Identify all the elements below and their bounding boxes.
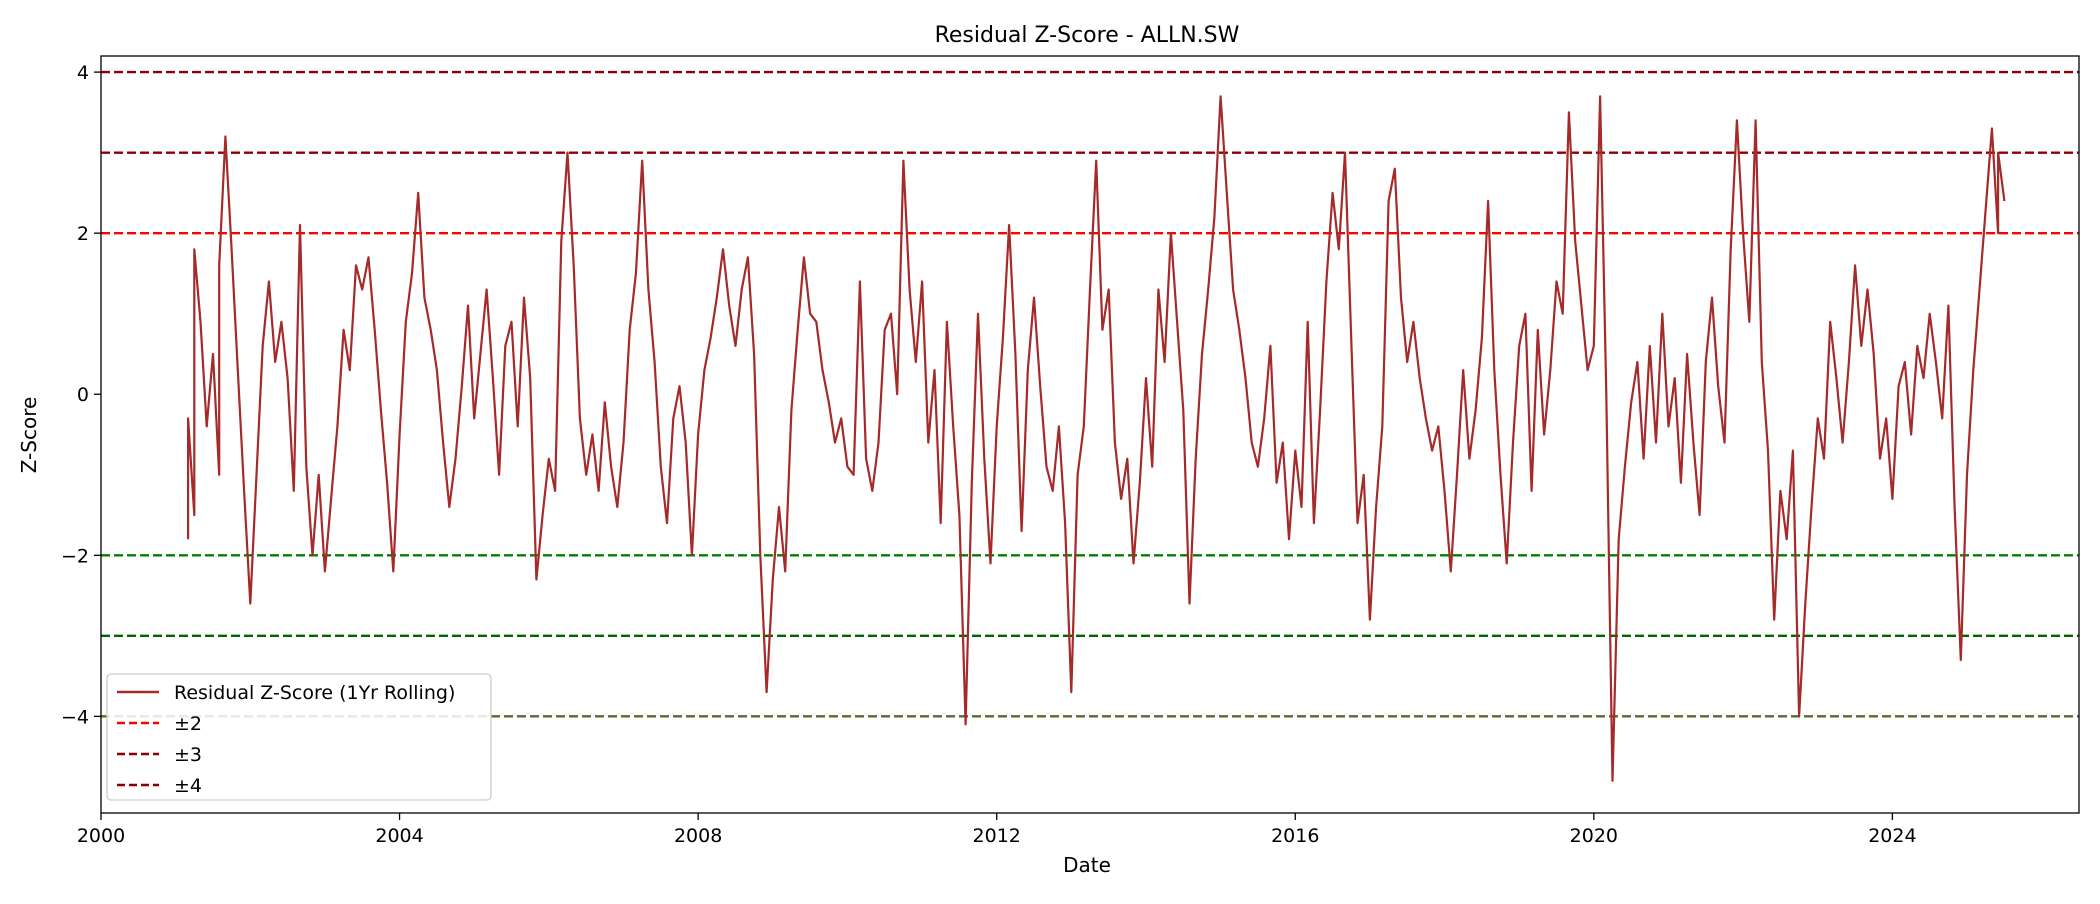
- x-tick-label: 2016: [1271, 825, 1319, 847]
- plot-frame: [100, 55, 2080, 814]
- x-axis-label: Date: [1063, 853, 1111, 877]
- x-tick-label: 2000: [77, 825, 125, 847]
- y-tick-label: 2: [77, 223, 89, 245]
- x-tick-label: 2024: [1868, 825, 1916, 847]
- x-tick-label: 2012: [973, 825, 1021, 847]
- x-tick-label: 2008: [674, 825, 722, 847]
- legend-entry-label: ±3: [174, 744, 202, 766]
- axes: 2000 2004 2008 2012 2016 2020 2024 4 2 0 −2 −4: [61, 55, 2080, 847]
- legend: Residual Z-Score (1Yr Rolling) ±2 ±3 ±4: [106, 673, 492, 801]
- y-tick-label: 4: [77, 62, 89, 84]
- y-tick-label: −2: [61, 545, 89, 567]
- x-tick-label: 2004: [375, 825, 423, 847]
- x-tick-label: 2020: [1570, 825, 1618, 847]
- legend-entry-label: ±4: [174, 775, 202, 797]
- chart-title: Residual Z-Score - ALLN.SW: [935, 23, 1240, 48]
- y-axis-label: Z-Score: [17, 397, 41, 474]
- legend-box: [106, 673, 492, 801]
- legend-entry-label: ±2: [174, 713, 202, 735]
- legend-entry-label: Residual Z-Score (1Yr Rolling): [174, 682, 455, 704]
- y-tick-label: 0: [77, 384, 89, 406]
- series-line-residual-zscore: [187, 95, 2006, 782]
- y-tick-label: −4: [61, 706, 89, 728]
